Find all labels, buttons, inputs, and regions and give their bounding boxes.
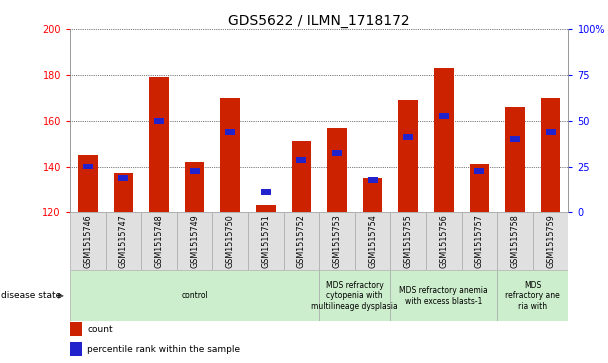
Bar xyxy=(319,212,355,270)
Text: GSM1515755: GSM1515755 xyxy=(404,214,413,268)
Bar xyxy=(426,212,461,270)
Text: MDS refractory anemia
with excess blasts-1: MDS refractory anemia with excess blasts… xyxy=(399,286,488,306)
Bar xyxy=(332,150,342,156)
Bar xyxy=(533,212,568,270)
Bar xyxy=(368,178,378,183)
Bar xyxy=(461,212,497,270)
Text: GSM1515756: GSM1515756 xyxy=(440,214,448,268)
Bar xyxy=(149,77,169,212)
Bar xyxy=(70,342,82,356)
Bar xyxy=(292,141,311,212)
Bar xyxy=(283,212,319,270)
Text: GSM1515748: GSM1515748 xyxy=(154,214,164,268)
Title: GDS5622 / ILMN_1718172: GDS5622 / ILMN_1718172 xyxy=(229,14,410,28)
Text: GSM1515751: GSM1515751 xyxy=(261,214,271,268)
Text: GSM1515750: GSM1515750 xyxy=(226,214,235,268)
Text: GSM1515746: GSM1515746 xyxy=(83,214,92,268)
Text: MDS refractory
cytopenia with
multilineage dysplasia: MDS refractory cytopenia with multilinea… xyxy=(311,281,398,311)
Bar xyxy=(474,168,485,174)
Bar xyxy=(319,270,390,321)
Bar xyxy=(403,134,413,140)
Bar xyxy=(119,175,128,181)
Bar xyxy=(190,168,199,174)
Bar xyxy=(114,174,133,212)
Text: disease state: disease state xyxy=(1,291,61,300)
Text: percentile rank within the sample: percentile rank within the sample xyxy=(88,345,241,354)
Bar xyxy=(248,212,283,270)
Bar xyxy=(177,212,212,270)
Bar xyxy=(212,212,248,270)
Text: count: count xyxy=(88,325,113,334)
Text: GSM1515759: GSM1515759 xyxy=(546,214,555,268)
Bar xyxy=(83,164,92,170)
Bar xyxy=(106,212,141,270)
Bar xyxy=(141,212,177,270)
Bar xyxy=(363,178,382,212)
Bar xyxy=(398,100,418,212)
Text: control: control xyxy=(181,291,208,300)
Bar xyxy=(497,212,533,270)
Bar xyxy=(497,270,568,321)
Bar xyxy=(469,164,489,212)
Text: GSM1515749: GSM1515749 xyxy=(190,214,199,268)
Bar xyxy=(220,98,240,212)
Bar xyxy=(390,270,497,321)
Bar xyxy=(225,129,235,135)
Bar xyxy=(505,107,525,212)
Bar xyxy=(510,136,520,142)
Text: GSM1515754: GSM1515754 xyxy=(368,214,377,268)
Bar xyxy=(434,68,454,212)
Text: GSM1515757: GSM1515757 xyxy=(475,214,484,268)
Text: GSM1515758: GSM1515758 xyxy=(511,214,520,268)
Bar xyxy=(261,189,271,195)
Bar xyxy=(546,129,556,135)
Bar xyxy=(256,205,275,212)
Bar xyxy=(70,212,106,270)
Bar xyxy=(185,162,204,212)
Bar xyxy=(390,212,426,270)
Bar xyxy=(70,322,82,336)
Text: MDS
refractory ane
ria with: MDS refractory ane ria with xyxy=(505,281,560,311)
Bar xyxy=(297,157,306,163)
Bar xyxy=(154,118,164,123)
Text: GSM1515747: GSM1515747 xyxy=(119,214,128,268)
Text: GSM1515752: GSM1515752 xyxy=(297,214,306,268)
Bar xyxy=(541,98,561,212)
Bar xyxy=(327,127,347,212)
Bar xyxy=(78,155,97,212)
Bar xyxy=(439,113,449,119)
Bar xyxy=(355,212,390,270)
Text: GSM1515753: GSM1515753 xyxy=(333,214,342,268)
Bar xyxy=(70,270,319,321)
